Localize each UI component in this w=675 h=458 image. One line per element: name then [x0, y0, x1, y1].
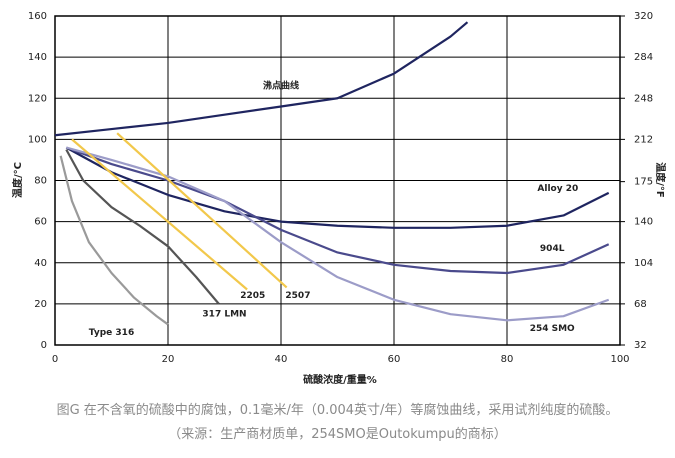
series-label: 沸点曲线: [263, 79, 299, 91]
series-line: [71, 148, 610, 275]
series-label: 2205: [240, 291, 265, 301]
y2-tick-label: 140: [634, 217, 653, 228]
x-tick-label: 80: [501, 354, 514, 365]
y2-tick-label: 175: [634, 177, 653, 188]
series-label: Type 316: [89, 328, 134, 338]
y2-tick-label: 104: [634, 258, 653, 269]
x-tick-label: 0: [52, 354, 58, 365]
y-tick-label: 120: [28, 93, 47, 104]
series-label: 317 LMN: [202, 310, 246, 320]
y2-tick-label: 320: [634, 11, 653, 22]
series-line: [54, 21, 469, 137]
y2-tick-label: 284: [634, 52, 653, 63]
caption: 图G 在不含氧的硫酸中的腐蚀，0.1毫米/年（0.004英寸/年）等腐蚀曲线，采…: [0, 399, 675, 447]
x-tick-label: 60: [388, 354, 401, 365]
series-label: 254 SMO: [530, 324, 575, 334]
series-label: 904L: [540, 244, 565, 254]
y-tick-label: 140: [28, 52, 47, 63]
series-line: [59, 155, 169, 326]
series-line: [66, 146, 610, 322]
series-line: [71, 138, 248, 291]
chart: 硫酸浓度/重量% 温度/°C 温度/°F 0 20 40 60 80 100 120 140 1…: [11, 11, 667, 386]
y-tick-label: 100: [28, 134, 47, 145]
x-tick-label: 20: [162, 354, 175, 365]
y2-tick-label: 32: [634, 340, 647, 351]
y-tick-label: 40: [34, 258, 47, 269]
y-axis-label: 温度/°C: [11, 162, 24, 198]
y-tick-label: 0: [41, 340, 47, 351]
x-tick-label: 40: [275, 354, 288, 365]
y-tick-label: 80: [34, 176, 47, 187]
x-axis-label: 硫酸浓度/重量%: [303, 373, 377, 386]
caption-line: 图G 在不含氧的硫酸中的腐蚀，0.1毫米/年（0.004英寸/年）等腐蚀曲线，采…: [56, 403, 619, 418]
series-line: [116, 132, 288, 289]
y2-tick-label: 68: [634, 299, 647, 310]
y2-axis-label: 温度/°F: [654, 162, 667, 197]
y2-tick-label: 248: [634, 93, 653, 104]
series-label: Alloy 20: [537, 184, 578, 194]
x-tick-label: 100: [610, 354, 629, 365]
caption-line: （来源：生产商材质单，254SMO是Outokumpu的商标）: [168, 427, 507, 442]
y2-tick-label: 212: [634, 134, 653, 145]
series-label: 2507: [285, 291, 310, 301]
series-line: [65, 149, 220, 305]
y-tick-label: 60: [34, 217, 47, 228]
series-line: [65, 146, 610, 229]
y-tick-label: 20: [34, 299, 47, 310]
y-tick-label: 160: [28, 11, 47, 22]
plot-frame: [54, 15, 621, 346]
